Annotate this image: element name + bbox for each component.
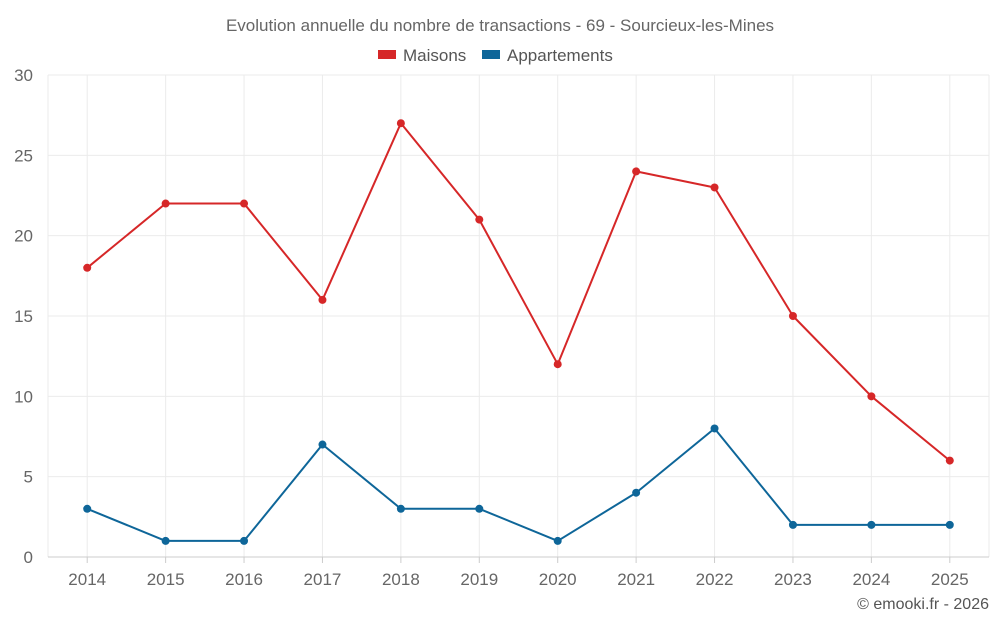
y-tick-label-0: 0	[24, 548, 33, 567]
point-maisons-2023[interactable]	[788, 312, 797, 320]
point-appartements-2015[interactable]	[161, 536, 170, 545]
point-maisons-2018[interactable]	[396, 119, 405, 128]
x-tick-label-2021: 2021	[617, 570, 655, 589]
point-maisons-2017[interactable]	[318, 295, 327, 304]
point-appartements-2021[interactable]	[632, 488, 641, 497]
x-tick-label-2014: 2014	[68, 570, 106, 589]
point-appartements-2017[interactable]	[318, 440, 327, 449]
y-tick-label-15: 15	[14, 307, 33, 326]
point-maisons-2020[interactable]	[553, 360, 562, 369]
x-tick-label-2025: 2025	[931, 570, 969, 589]
x-tick-label-2018: 2018	[382, 570, 420, 589]
point-maisons-2024[interactable]	[867, 392, 876, 401]
legend-swatch-maisons	[378, 50, 396, 59]
series-line-maisons	[86, 122, 951, 462]
point-appartements-2022[interactable]	[710, 424, 719, 433]
point-maisons-2025[interactable]	[945, 456, 954, 465]
point-appartements-2020[interactable]	[553, 536, 562, 545]
point-maisons-2014[interactable]	[83, 263, 92, 272]
y-tick-label-30: 30	[14, 66, 33, 85]
legend: Maisons Appartements	[378, 46, 613, 65]
y-tick-label-25: 25	[14, 146, 33, 165]
chart-title: Evolution annuelle du nombre de transact…	[226, 16, 774, 35]
point-appartements-2014[interactable]	[83, 504, 92, 513]
point-appartements-2016[interactable]	[240, 536, 249, 545]
legend-label-maisons: Maisons	[403, 46, 466, 65]
y-tick-label-10: 10	[14, 387, 33, 406]
point-maisons-2015[interactable]	[161, 199, 170, 208]
legend-swatch-appartements	[482, 50, 500, 59]
point-appartements-2024[interactable]	[867, 520, 876, 529]
x-tick-label-2015: 2015	[147, 570, 185, 589]
x-tick-label-2016: 2016	[225, 570, 263, 589]
point-maisons-2022[interactable]	[710, 183, 719, 192]
legend-label-appartements: Appartements	[507, 46, 613, 65]
point-maisons-2021[interactable]	[632, 167, 641, 176]
point-maisons-2016[interactable]	[240, 199, 249, 208]
x-axis: 2014 2015 2016 2017 2018 2019 2020 2021 2022 2023…	[68, 557, 969, 589]
y-tick-label-20: 20	[14, 227, 33, 246]
point-appartements-2018[interactable]	[396, 504, 405, 513]
x-tick-label-2017: 2017	[304, 570, 342, 589]
y-tick-label-5: 5	[24, 468, 33, 487]
point-appartements-2019[interactable]	[475, 504, 484, 513]
point-appartements-2023[interactable]	[788, 520, 797, 529]
point-appartements-2025[interactable]	[945, 520, 954, 529]
series-line-appartements	[86, 427, 950, 542]
x-tick-label-2023: 2023	[774, 570, 812, 589]
x-tick-label-2019: 2019	[460, 570, 498, 589]
plot-area	[83, 119, 954, 545]
x-tick-label-2022: 2022	[696, 570, 734, 589]
grid	[47, 74, 990, 558]
credit-text: © emooki.fr - 2026	[857, 596, 989, 613]
x-tick-label-2020: 2020	[539, 570, 577, 589]
x-tick-label-2024: 2024	[852, 570, 890, 589]
point-maisons-2019[interactable]	[475, 215, 484, 224]
y-axis: 0 5 10 15 20 25 30	[14, 66, 33, 567]
